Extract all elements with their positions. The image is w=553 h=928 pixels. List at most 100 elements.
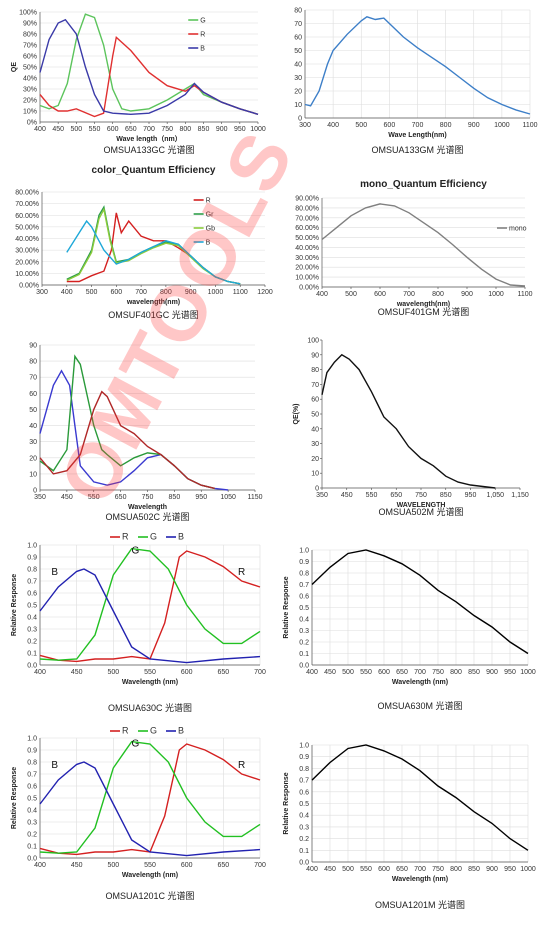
y-tick-label: 60 [29,391,37,398]
x-tick-label: 300 [36,289,48,296]
y-tick-label: 0.0 [299,663,309,670]
x-tick-label: 800 [450,669,462,676]
x-tick-label: 1,050 [486,492,504,499]
x-tick-label: 400 [306,866,318,873]
y-tick-label: 1.0 [27,736,37,743]
y-tick-label: 0.0 [299,860,309,867]
y-tick-label: 0.1 [27,844,37,851]
y-tick-label: 10 [29,471,37,478]
y-tick-label: 20 [29,455,37,462]
y-tick-label: 30.00% [295,255,319,262]
caption: OMSUA133GC 光谱图 [103,144,194,155]
chart-title: color_Quantum Efficiency [92,165,216,176]
y-tick-label: 80 [29,359,37,366]
y-tick-label: 0.5 [299,605,309,612]
x-tick-label: 750 [415,492,427,499]
y-tick-label: 0.0 [27,663,37,670]
y-tick-label: 30 [311,441,319,448]
legend-label: R [206,198,211,205]
y-tick-label: 10 [311,471,319,478]
y-tick-label: 0.5 [299,801,309,808]
x-axis-label: Wavelength [128,504,167,511]
x-tick-label: 650 [125,126,137,133]
y-tick-label: 0.3 [27,627,37,634]
x-tick-label: 850 [169,494,181,501]
x-tick-label: 550 [360,669,372,676]
legend-label: G [200,18,205,25]
x-tick-label: 350 [316,492,328,499]
x-tick-label: 450 [71,669,83,676]
y-tick-label: 50.00% [295,235,319,242]
x-tick-label: 650 [217,669,229,676]
x-tick-label: 750 [432,669,444,676]
x-axis-label: Wavelength (nm) [122,679,178,686]
legend-label: R [122,726,129,736]
x-tick-label: 1100 [522,122,537,129]
y-tick-label: 10.00% [295,275,319,282]
y-tick-label: 80.00% [15,190,39,197]
y-tick-label: 60.00% [295,225,319,232]
series-line [321,203,526,287]
y-tick-label: 50% [23,65,37,72]
y-tick-label: 50 [311,412,319,419]
x-tick-label: 450 [61,494,73,501]
series-line [39,35,259,118]
y-tick-label: 1.0 [299,548,309,555]
y-tick-label: 30 [29,439,37,446]
x-tick-label: 500 [342,866,354,873]
x-tick-label: 400 [34,126,46,133]
series-line [311,549,529,655]
y-tick-label: 0.5 [27,603,37,610]
y-tick-label: 0.7 [27,579,37,586]
x-tick-label: 600 [181,669,193,676]
x-axis-label: Wavelength (nm) [122,872,178,879]
x-tick-label: 900 [468,122,480,129]
y-tick-label: 20 [294,89,302,96]
x-tick-label: 1000 [250,126,266,133]
y-tick-label: 0.7 [299,778,309,785]
x-tick-label: 850 [440,492,452,499]
x-tick-label: 550 [144,862,156,869]
y-axis-label: Relative Response [283,576,290,638]
x-tick-label: 500 [355,122,367,129]
y-tick-label: 40 [29,423,37,430]
y-tick-label: 70 [311,382,319,389]
x-tick-label: 550 [366,492,378,499]
x-tick-label: 800 [160,289,172,296]
y-tick-label: 100 [307,338,319,345]
y-tick-label: 60 [294,35,302,42]
x-tick-label: 400 [327,122,339,129]
x-tick-label: 600 [384,122,396,129]
y-tick-label: 70 [294,21,302,28]
y-tick-label: 50 [29,407,37,414]
legend-label: B [178,726,184,736]
y-tick-label: 90 [311,352,319,359]
x-tick-label: 400 [316,291,328,298]
annotation: G [131,545,139,556]
x-tick-label: 500 [107,862,119,869]
x-tick-label: 1050 [220,494,236,501]
y-tick-label: 60% [23,54,37,61]
series-line [66,219,241,285]
y-axis-label: Relative Response [11,574,18,636]
y-axis-label: QE(%) [293,404,300,425]
x-tick-label: 700 [143,126,155,133]
x-tick-label: 650 [115,494,127,501]
y-tick-label: 0.2 [299,640,309,647]
x-tick-label: 750 [432,866,444,873]
y-tick-label: 80.00% [295,205,319,212]
y-tick-label: 40.00% [295,245,319,252]
x-tick-label: 900 [486,866,498,873]
series-line [39,761,261,857]
x-tick-label: 900 [216,126,228,133]
y-tick-label: 80% [23,32,37,39]
y-tick-label: 0.3 [299,824,309,831]
y-tick-label: 0.9 [299,559,309,566]
x-tick-label: 500 [342,669,354,676]
x-tick-label: 350 [34,494,46,501]
y-tick-label: 0.4 [299,617,309,624]
x-tick-label: 800 [440,122,452,129]
series-line [39,568,261,664]
